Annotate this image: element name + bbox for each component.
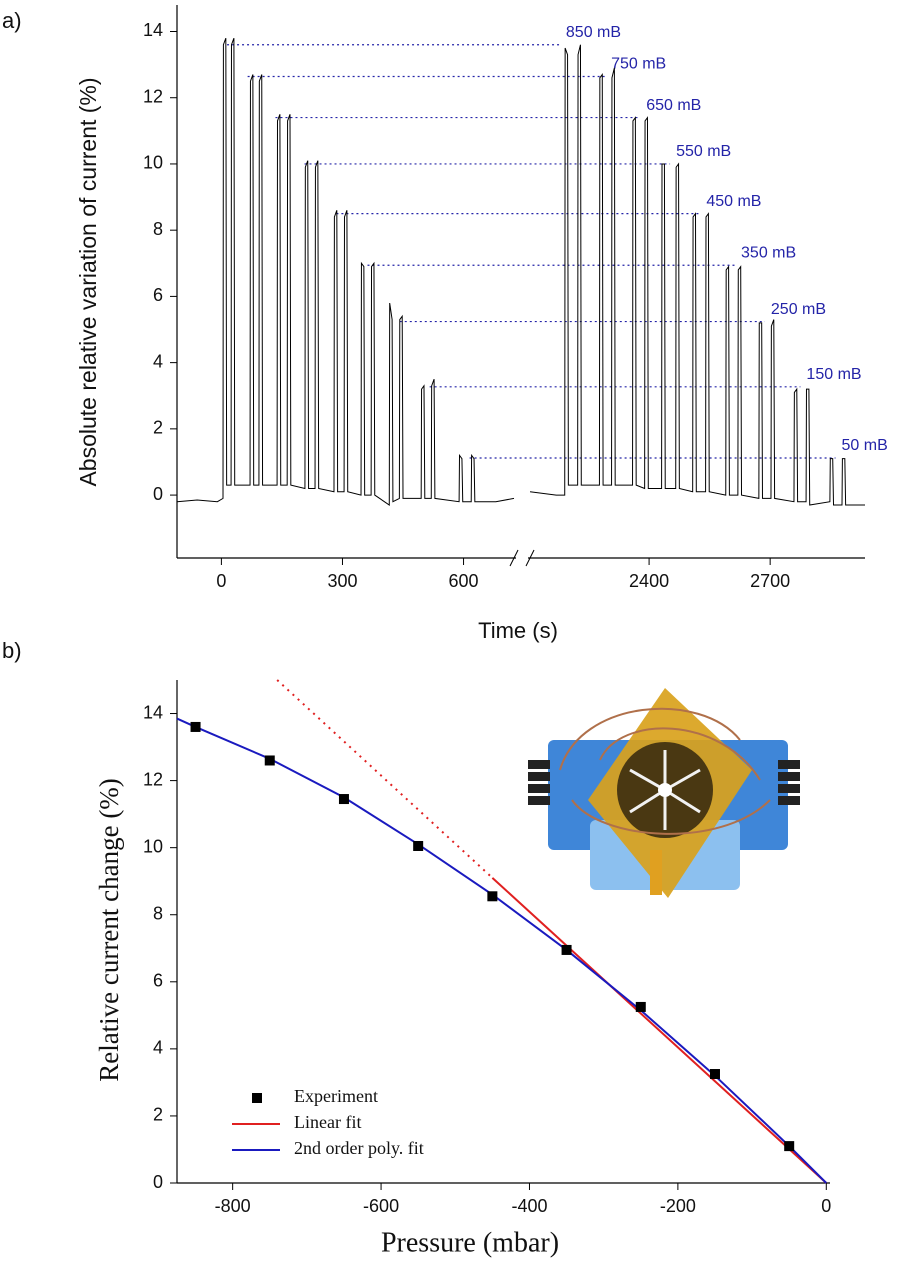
annotation: 50 mB bbox=[842, 437, 888, 454]
y-tick-label: 2 bbox=[153, 418, 163, 438]
y-tick-label: 6 bbox=[153, 285, 163, 305]
annotation: 850 mB bbox=[566, 24, 621, 41]
x-tick-label: -800 bbox=[215, 1196, 251, 1216]
y-tick-label: 8 bbox=[153, 903, 163, 923]
annotation: 750 mB bbox=[611, 56, 666, 73]
x-tick-label: 2700 bbox=[750, 571, 790, 591]
x-axis-title: Pressure (mbar) bbox=[381, 1227, 559, 1258]
y-tick-label: 4 bbox=[153, 351, 163, 371]
fit-line bbox=[491, 877, 827, 1184]
x-tick-label: 600 bbox=[449, 571, 479, 591]
y-tick-label: 6 bbox=[153, 971, 163, 991]
y-tick-label: 8 bbox=[153, 219, 163, 239]
y-tick-label: 0 bbox=[153, 484, 163, 504]
x-tick-label: -400 bbox=[511, 1196, 547, 1216]
annotation: 250 mB bbox=[771, 301, 826, 318]
y-tick-label: 12 bbox=[143, 86, 163, 106]
data-point bbox=[561, 944, 572, 955]
y-tick-label: 2 bbox=[153, 1105, 163, 1125]
x-tick-label: 300 bbox=[327, 571, 357, 591]
x-tick-label: 0 bbox=[821, 1196, 831, 1216]
panel-label: b) bbox=[2, 638, 22, 663]
annotation: 650 mB bbox=[646, 97, 701, 114]
y-axis-title: Absolute relative variation of current (… bbox=[75, 77, 101, 486]
legend-marker bbox=[252, 1093, 262, 1103]
device-photo bbox=[528, 688, 800, 898]
x-tick-label: -600 bbox=[363, 1196, 399, 1216]
x-tick-label: 2400 bbox=[629, 571, 669, 591]
data-point bbox=[709, 1069, 720, 1080]
x-tick-label: -200 bbox=[660, 1196, 696, 1216]
data-point bbox=[413, 840, 424, 851]
legend-label: 2nd order poly. fit bbox=[294, 1138, 424, 1158]
axis-break bbox=[509, 549, 519, 567]
y-tick-label: 10 bbox=[143, 153, 163, 173]
data-point bbox=[264, 755, 275, 766]
annotation: 150 mB bbox=[806, 366, 861, 383]
panel-label: a) bbox=[2, 8, 22, 33]
legend-label: Linear fit bbox=[294, 1112, 361, 1132]
x-axis-title: Time (s) bbox=[478, 618, 558, 643]
x-tick-label: 0 bbox=[216, 571, 226, 591]
data-line bbox=[176, 37, 865, 506]
legend-label: Experiment bbox=[294, 1086, 378, 1106]
y-tick-label: 14 bbox=[143, 702, 163, 722]
y-tick-label: 10 bbox=[143, 836, 163, 856]
y-tick-label: 12 bbox=[143, 769, 163, 789]
data-point bbox=[784, 1141, 795, 1152]
annotation: 450 mB bbox=[706, 193, 761, 210]
data-point bbox=[487, 891, 498, 902]
annotation: 550 mB bbox=[676, 143, 731, 160]
y-tick-label: 0 bbox=[153, 1172, 163, 1192]
annotation: 350 mB bbox=[741, 244, 796, 261]
y-axis-title: Relative current change (%) bbox=[94, 778, 124, 1082]
y-tick-label: 4 bbox=[153, 1038, 163, 1058]
y-tick-label: 14 bbox=[143, 20, 163, 40]
axis-break bbox=[525, 549, 535, 567]
data-point bbox=[338, 794, 349, 805]
data-point bbox=[190, 721, 201, 732]
data-point bbox=[635, 1001, 646, 1012]
